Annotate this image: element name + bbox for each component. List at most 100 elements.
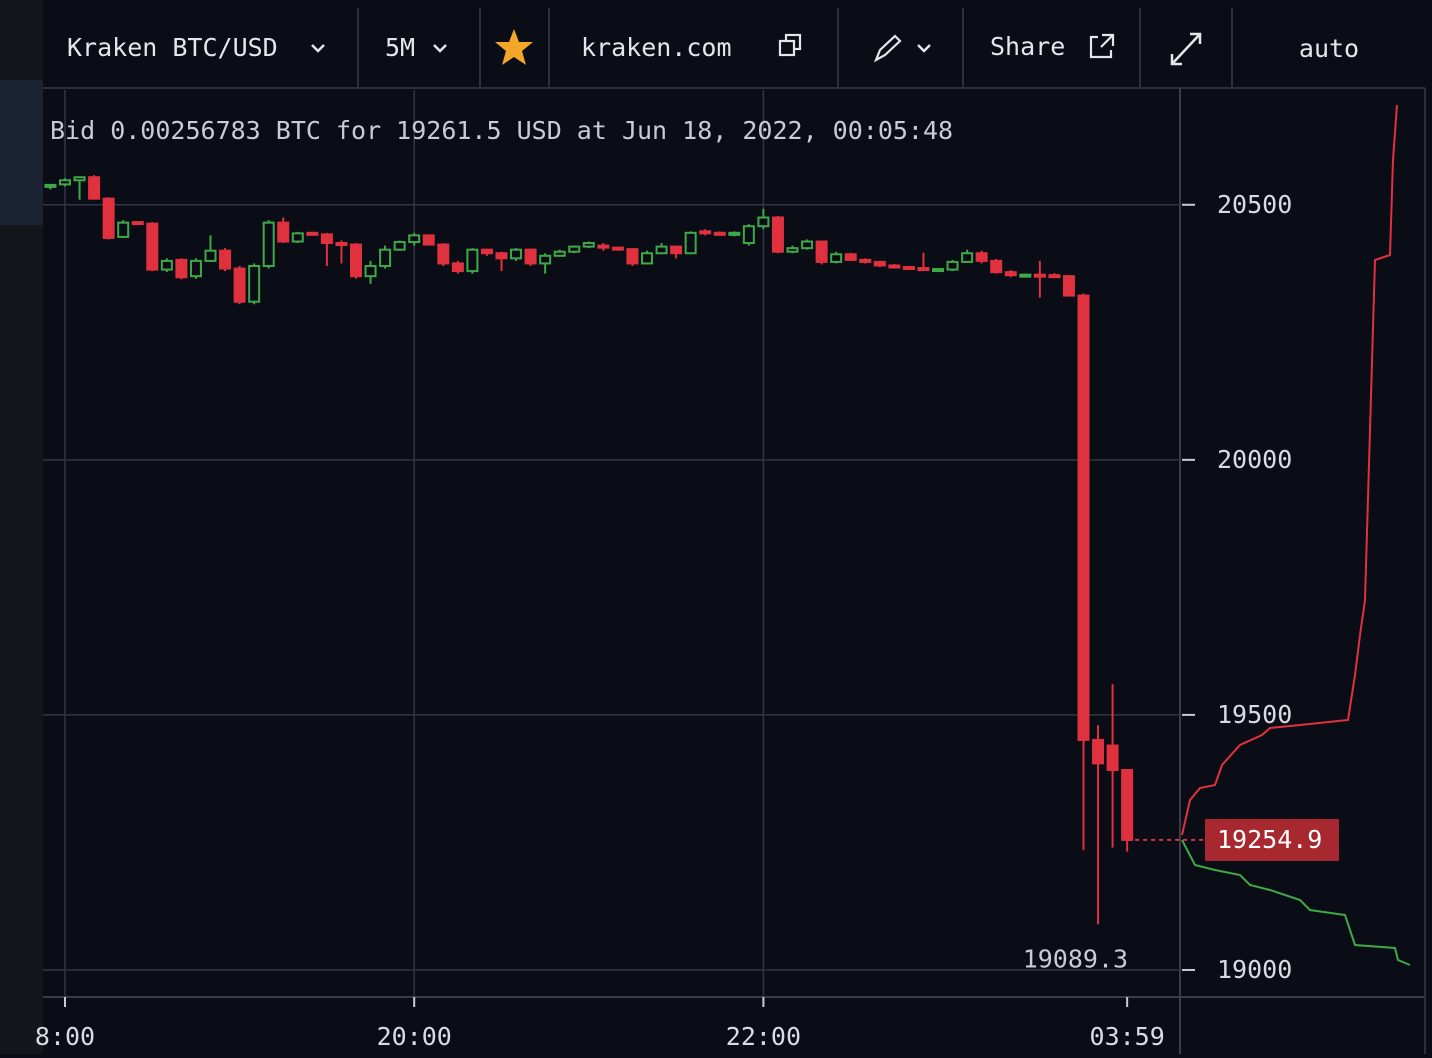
- candle-body: [466, 248, 479, 273]
- candle-body: [699, 230, 712, 235]
- candle-body: [553, 250, 566, 257]
- candle-body: [1004, 271, 1017, 277]
- candle-body: [262, 221, 275, 267]
- candle-body: [946, 260, 959, 271]
- candle-body: [233, 267, 246, 303]
- candle-body: [771, 216, 784, 253]
- candle-body: [844, 253, 857, 261]
- candle-body: [641, 252, 653, 265]
- candle-body: [59, 179, 71, 186]
- y-tick-label: 19500: [1217, 700, 1292, 729]
- candle-body: [131, 221, 144, 226]
- candle-body: [975, 252, 988, 262]
- ask-depth: [1181, 104, 1398, 836]
- candle-body: [713, 231, 726, 236]
- candle-body: [379, 248, 392, 267]
- candle-body: [611, 246, 624, 251]
- candle-body: [73, 176, 86, 182]
- candle-body: [932, 268, 944, 273]
- side-strip-highlight: [0, 80, 43, 225]
- external-icon: [1089, 33, 1115, 59]
- candle-body: [437, 243, 450, 265]
- candle-body: [830, 253, 843, 263]
- candle-body: [524, 248, 537, 265]
- candle-body: [291, 232, 304, 243]
- candle-body: [44, 183, 57, 188]
- scale-button[interactable]: auto: [1299, 34, 1359, 63]
- candle-body: [277, 221, 290, 243]
- exchange-link[interactable]: kraken.com: [581, 33, 732, 62]
- draw-button[interactable]: [873, 34, 902, 63]
- candle-body: [728, 231, 741, 236]
- candle-body: [189, 259, 202, 278]
- candle-body: [117, 221, 130, 238]
- candle-body: [219, 249, 232, 270]
- candle-body: [495, 252, 508, 260]
- x-tick-label: 20:00: [377, 1022, 452, 1051]
- candle-body: [1062, 275, 1075, 297]
- trade-info: Bid 0.00256783 BTC for 19261.5 USD at Ju…: [50, 116, 953, 145]
- candle-body: [306, 231, 319, 236]
- chevron: [433, 44, 447, 53]
- candle-body: [408, 234, 421, 244]
- last-price-label: 19254.9: [1217, 825, 1322, 854]
- candle-body: [1121, 768, 1134, 841]
- candle-body: [815, 240, 828, 263]
- candle-body: [422, 234, 435, 246]
- candle-body: [393, 241, 406, 251]
- candle-body: [88, 176, 101, 200]
- candle-body: [655, 245, 668, 255]
- candle-body: [160, 259, 173, 271]
- candle-body: [451, 262, 464, 273]
- candle-body: [102, 197, 115, 239]
- crosshair-x-label: 03:59: [1090, 1022, 1165, 1051]
- favorite-star[interactable]: [495, 29, 533, 65]
- candle-body: [902, 266, 915, 271]
- interval-button[interactable]: 5M: [385, 33, 415, 62]
- share-button[interactable]: Share: [990, 32, 1065, 61]
- candle-body: [742, 225, 755, 245]
- toolbar-bg: [43, 8, 1425, 88]
- y-tick-label: 20500: [1217, 190, 1292, 219]
- candle-body: [801, 240, 814, 250]
- chevron: [917, 44, 931, 53]
- candle-body: [539, 254, 552, 265]
- candle-body: [670, 245, 683, 255]
- candle-body: [1019, 273, 1032, 278]
- toolbar: Kraken BTC/USD 5M kraken.com Share auto: [43, 8, 1425, 89]
- x-tick-label: 8:00: [35, 1022, 95, 1051]
- last-price-tag: [1205, 818, 1339, 861]
- candle-body: [350, 243, 362, 278]
- candle-body: [873, 260, 886, 267]
- bid-depth: [1181, 839, 1411, 966]
- candle-body: [568, 245, 581, 253]
- candle-body: [888, 264, 901, 269]
- candle-body: [626, 248, 639, 265]
- candle-body: [480, 248, 493, 255]
- y-tick-label: 20000: [1217, 445, 1292, 474]
- symbol-button[interactable]: Kraken BTC/USD: [67, 33, 278, 62]
- candle-body: [1048, 274, 1061, 279]
- candle-body: [597, 244, 610, 249]
- candle-body: [990, 259, 1003, 274]
- candle-body: [364, 264, 377, 278]
- candle-body: [175, 258, 188, 279]
- candle-body: [582, 242, 595, 248]
- copy-icon: [778, 33, 802, 57]
- candle-body: [1077, 294, 1090, 741]
- candle-body: [961, 252, 974, 263]
- y-tick-label: 19000: [1217, 955, 1292, 984]
- candle-body: [917, 267, 930, 272]
- candle-body: [320, 233, 333, 245]
- candle-body: [1106, 744, 1119, 771]
- candle-body: [335, 242, 348, 247]
- candle-body: [248, 264, 261, 303]
- candle-body: [1092, 738, 1105, 765]
- candle-body: [146, 222, 159, 271]
- candle-body: [204, 249, 217, 262]
- fullscreen-button[interactable]: [1170, 32, 1202, 66]
- candle-body: [757, 216, 770, 228]
